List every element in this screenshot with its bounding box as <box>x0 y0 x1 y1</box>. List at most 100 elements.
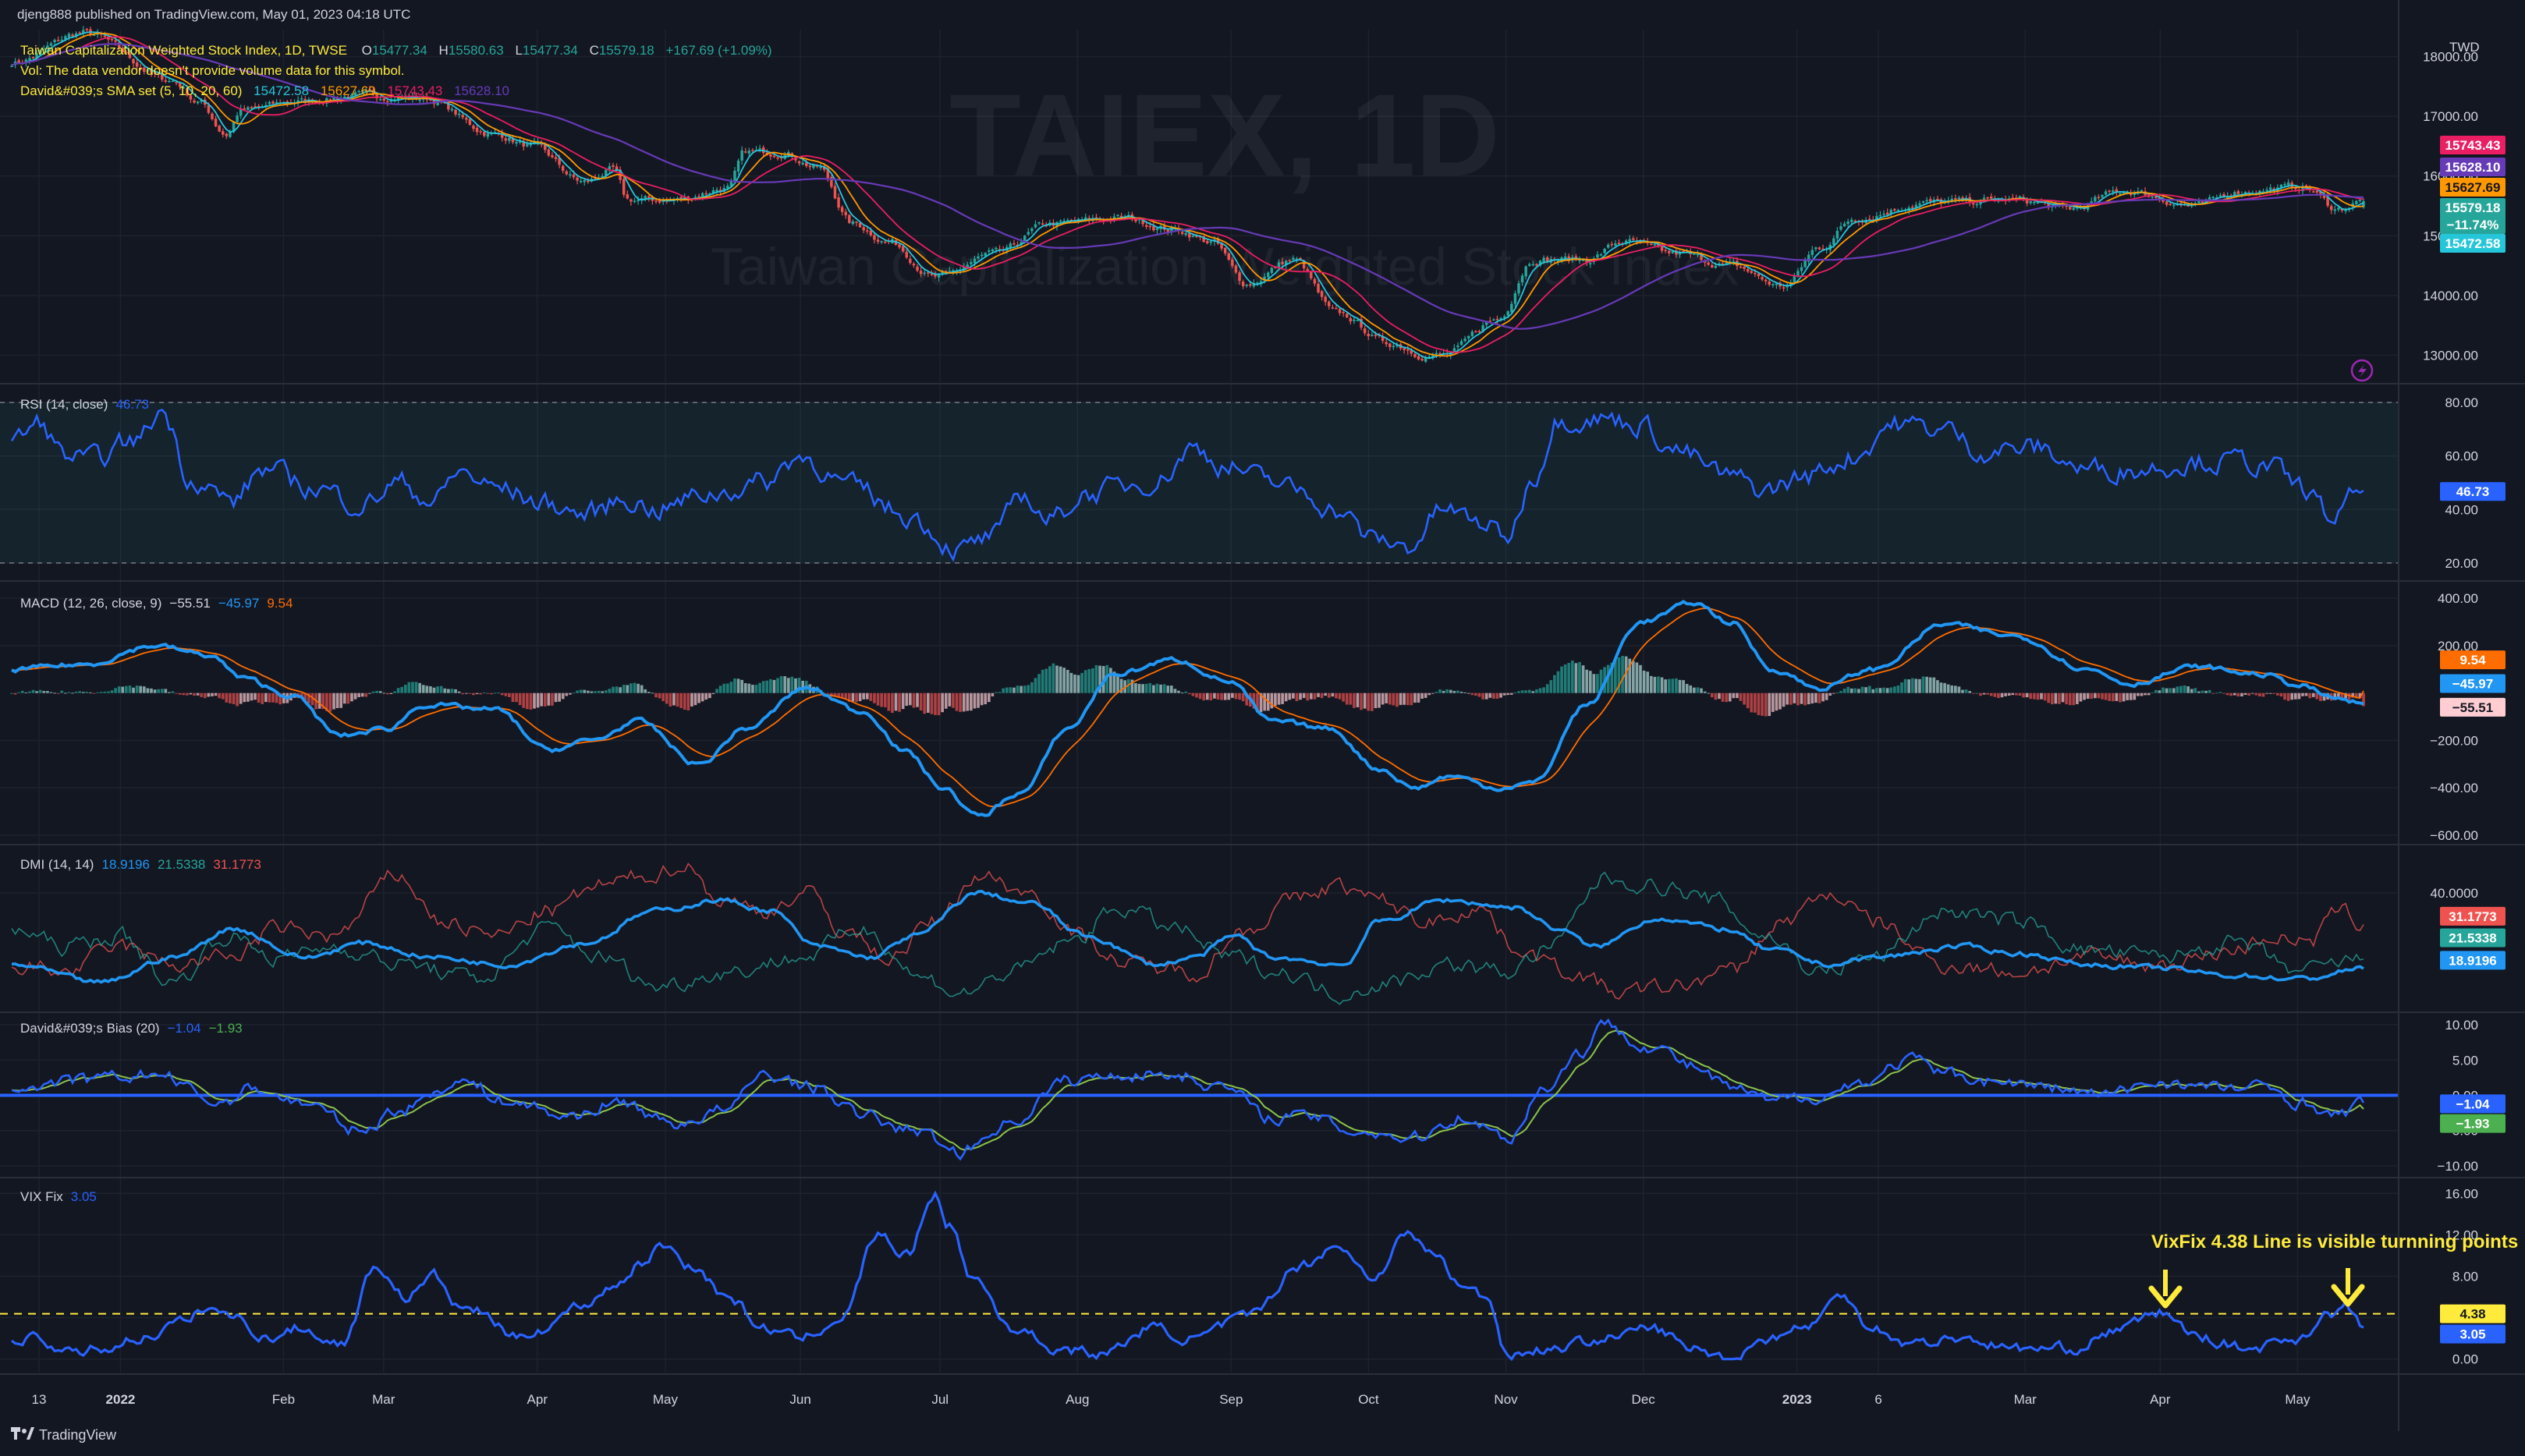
histogram-bar <box>2133 693 2137 700</box>
histogram-bar <box>1696 687 1700 693</box>
histogram-bar <box>1796 693 1800 706</box>
candle <box>1452 344 1456 353</box>
sma-60-line <box>11 43 2364 330</box>
histogram-bar <box>1842 689 1846 693</box>
histogram-bar <box>525 693 529 710</box>
histogram-bar <box>1878 688 1882 693</box>
candle <box>515 140 518 147</box>
candle <box>840 205 844 216</box>
tradingview-logo[interactable]: TradingView <box>11 1427 117 1443</box>
candle <box>2133 190 2137 198</box>
candle <box>923 269 926 276</box>
macd-value: −45.97 <box>218 596 259 611</box>
candle <box>1234 264 1238 275</box>
histogram-bar <box>583 689 587 693</box>
histogram-bar <box>1277 693 1281 705</box>
histogram-bar <box>214 693 218 696</box>
histogram-bar <box>769 678 772 693</box>
histogram-bar <box>801 680 805 693</box>
histogram-bar <box>1757 693 1761 715</box>
histogram-bar <box>1148 683 1152 693</box>
histogram-bar <box>1610 662 1614 693</box>
histogram-bar <box>1173 689 1177 693</box>
histogram-bar <box>869 693 873 701</box>
histogram-bar <box>1581 665 1585 693</box>
histogram-bar <box>1685 683 1689 693</box>
candle <box>934 271 937 279</box>
histogram-bar <box>1044 668 1048 693</box>
histogram-bar <box>1657 676 1660 693</box>
histogram-bar <box>2050 693 2054 705</box>
histogram-bar <box>13 693 17 695</box>
plus-di-line <box>11 871 2364 1005</box>
vixfix-annotation: VixFix 4.38 Line is visible turnning poi… <box>2151 1231 2518 1252</box>
candle <box>1116 214 1119 218</box>
histogram-bar <box>1907 679 1911 693</box>
histogram-bar <box>490 693 493 695</box>
histogram-bar <box>278 693 282 705</box>
histogram-bar <box>2193 688 2197 693</box>
histogram-bar <box>1066 670 1069 693</box>
histogram-bar <box>171 691 175 693</box>
candle <box>862 224 865 234</box>
rsi-line <box>10 408 2364 562</box>
candle <box>633 197 637 204</box>
histogram-bar <box>2097 693 2101 699</box>
histogram-bar <box>622 685 626 693</box>
candle <box>454 108 457 117</box>
histogram-bar <box>2258 693 2261 697</box>
histogram-bar <box>1030 682 1034 693</box>
candle <box>457 110 461 119</box>
histogram-bar <box>386 693 389 695</box>
histogram-bar <box>676 693 679 707</box>
histogram-bar <box>2301 693 2304 696</box>
histogram-bar <box>236 693 239 707</box>
histogram-bar <box>594 691 597 693</box>
histogram-bar <box>1750 693 1754 713</box>
histogram-bar <box>1231 693 1234 698</box>
histogram-bar <box>504 693 508 696</box>
histogram-bar <box>2190 689 2193 693</box>
candle <box>447 101 450 112</box>
candle <box>1459 338 1463 346</box>
svg-text:21.5338: 21.5338 <box>2449 930 2496 945</box>
histogram-bar <box>2061 693 2065 703</box>
histogram-bar <box>930 693 934 714</box>
histogram-bar <box>1782 693 1786 707</box>
histogram-bar <box>1403 693 1406 705</box>
histogram-bar <box>1062 668 1066 693</box>
histogram-bar <box>708 693 711 699</box>
currency-label: TWD <box>2449 40 2480 55</box>
histogram-bar <box>894 693 898 711</box>
histogram-bar <box>700 693 704 702</box>
histogram-bar <box>1381 693 1385 705</box>
histogram-bar <box>1363 693 1367 709</box>
histogram-bar <box>1353 693 1356 708</box>
histogram-bar <box>1954 685 1957 693</box>
price-badge: 15628.10 <box>2440 158 2505 176</box>
histogram-bar <box>1778 693 1782 710</box>
histogram-bar <box>1968 691 1972 693</box>
histogram-bar <box>2286 693 2290 701</box>
histogram-bar <box>561 693 565 700</box>
candle <box>848 214 851 225</box>
histogram-bar <box>1585 669 1589 693</box>
candle <box>547 148 551 158</box>
histogram-bar <box>1345 693 1349 705</box>
candle <box>855 221 858 227</box>
candle <box>880 240 883 244</box>
histogram-bar <box>2000 693 2004 698</box>
histogram-bar <box>615 686 619 693</box>
plot-area[interactable] <box>0 26 2399 1362</box>
histogram-bar <box>718 685 722 693</box>
histogram-bar <box>1209 693 1213 701</box>
histogram-bar <box>1768 693 1771 717</box>
histogram-bar <box>2351 693 2355 698</box>
candle <box>1882 210 1885 217</box>
histogram-bar <box>1710 693 1714 698</box>
alert-icon[interactable] <box>2350 359 2374 382</box>
histogram-bar <box>608 689 612 693</box>
histogram-bar <box>2183 685 2186 693</box>
